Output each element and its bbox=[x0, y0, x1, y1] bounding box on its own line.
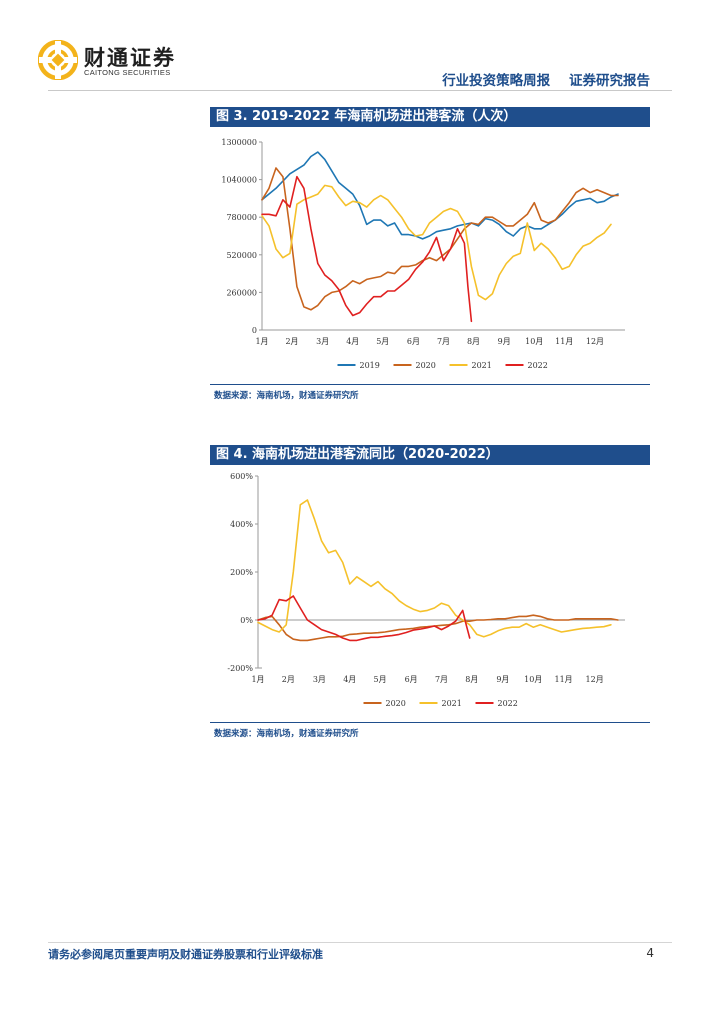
legend-label-2020: 2020 bbox=[416, 361, 436, 370]
page-number: 4 bbox=[646, 946, 654, 960]
x-tick-label: 7月 bbox=[435, 675, 448, 684]
x-tick-label: 5月 bbox=[374, 675, 387, 684]
figure-3-source-divider bbox=[210, 384, 650, 385]
series-line-2020 bbox=[261, 167, 619, 311]
header-divider bbox=[48, 90, 672, 91]
series-line-2022 bbox=[261, 175, 473, 323]
x-tick-label: 8月 bbox=[467, 337, 480, 346]
y-tick-label: 1040000 bbox=[221, 176, 257, 185]
x-tick-label: 10月 bbox=[525, 337, 543, 346]
series-line-2021 bbox=[257, 499, 612, 638]
brand-name-cn: 财通证券 bbox=[84, 45, 176, 70]
passenger-flow-chart: 0 260000 520000 780000 1040000 1300000 1月 2月 3月 4… bbox=[221, 138, 625, 370]
figure-3-source: 数据来源：海南机场，财通证券研究所 bbox=[214, 391, 359, 401]
x-tick-label: 6月 bbox=[407, 337, 420, 346]
figure-3-title: 图 3. 2019-2022 年海南机场进出港客流（人次） bbox=[210, 107, 650, 127]
figure-4-source: 数据来源：海南机场，财通证券研究所 bbox=[214, 729, 359, 739]
company-logo-icon bbox=[38, 40, 78, 80]
x-tick-label: 1月 bbox=[251, 675, 264, 684]
footer-disclaimer: 请务必参阅尾页重要声明及财通证券股票和行业评级标准 bbox=[48, 948, 323, 961]
legend-label-2022: 2022 bbox=[528, 361, 548, 370]
legend-label-2020: 2020 bbox=[386, 699, 406, 708]
legend-label-2019: 2019 bbox=[360, 361, 380, 370]
x-tick-label: 2月 bbox=[285, 337, 298, 346]
x-tick-label: 9月 bbox=[498, 337, 511, 346]
y-tick-label: 260000 bbox=[226, 288, 257, 297]
series-line-2019 bbox=[261, 151, 619, 240]
y-tick-label: 200% bbox=[230, 568, 253, 577]
series-line-2022 bbox=[257, 595, 471, 642]
x-tick-label: 5月 bbox=[376, 337, 389, 346]
footer-divider bbox=[48, 942, 672, 943]
passenger-yoy-chart: -200% 0% 200% 400% 600% 1月 2月 3月 4月 5月 6月 7月 8月 9月 10月… bbox=[227, 472, 625, 708]
x-tick-label: 8月 bbox=[465, 675, 478, 684]
y-tick-label: 600% bbox=[230, 472, 253, 481]
x-tick-label: 3月 bbox=[313, 675, 326, 684]
x-tick-label: 9月 bbox=[496, 675, 509, 684]
x-tick-label: 11月 bbox=[555, 337, 573, 346]
x-tick-label: 6月 bbox=[405, 675, 418, 684]
y-tick-label: 0% bbox=[240, 616, 253, 625]
figure-4-title: 图 4. 海南机场进出港客流同比（2020-2022） bbox=[210, 445, 650, 465]
brand-name-en: CAITONG SECURITIES bbox=[84, 68, 171, 77]
series-line-2021 bbox=[261, 184, 612, 301]
x-tick-label: 3月 bbox=[316, 337, 329, 346]
figure-4-source-divider bbox=[210, 722, 650, 723]
y-tick-label: 0 bbox=[252, 326, 257, 335]
y-tick-label: 400% bbox=[230, 520, 253, 529]
series-line-2020 bbox=[257, 614, 619, 642]
y-tick-label: -200% bbox=[227, 664, 253, 673]
legend-label-2022: 2022 bbox=[498, 699, 518, 708]
x-tick-label: 4月 bbox=[346, 337, 359, 346]
x-tick-label: 2月 bbox=[282, 675, 295, 684]
x-tick-label: 4月 bbox=[343, 675, 356, 684]
x-tick-label: 10月 bbox=[524, 675, 542, 684]
x-tick-label: 1月 bbox=[255, 337, 268, 346]
legend-label-2021: 2021 bbox=[472, 361, 492, 370]
y-tick-label: 1300000 bbox=[221, 138, 257, 147]
y-tick-label: 520000 bbox=[226, 251, 257, 260]
x-tick-label: 12月 bbox=[586, 675, 604, 684]
legend-label-2021: 2021 bbox=[442, 699, 462, 708]
x-tick-label: 12月 bbox=[586, 337, 604, 346]
x-tick-label: 7月 bbox=[437, 337, 450, 346]
x-tick-label: 11月 bbox=[555, 675, 573, 684]
report-title: 行业投资策略周报 证券研究报告 bbox=[442, 73, 650, 89]
y-tick-label: 780000 bbox=[226, 213, 257, 222]
